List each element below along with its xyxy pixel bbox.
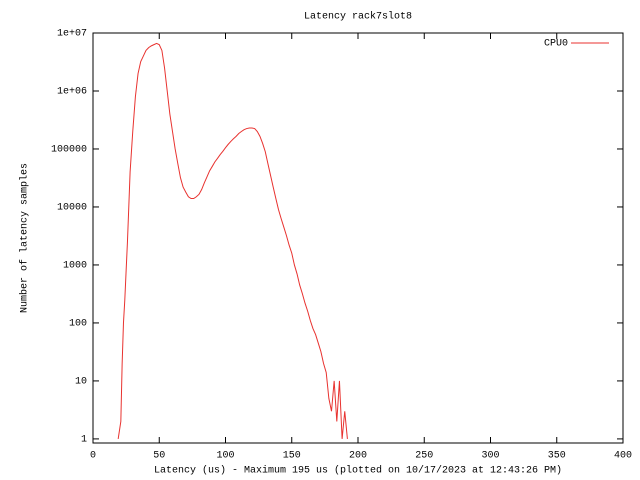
- y-tick-label: 1e+06: [57, 87, 87, 98]
- x-tick-label: 350: [548, 451, 566, 462]
- y-tick-label: 10000: [57, 203, 87, 214]
- y-tick-label: 1e+07: [57, 29, 87, 40]
- y-tick-label: 1000: [63, 261, 87, 272]
- x-tick-label: 150: [283, 451, 301, 462]
- y-tick-label: 100000: [51, 145, 87, 156]
- x-tick-label: 100: [216, 451, 234, 462]
- y-tick-label: 100: [69, 319, 87, 330]
- x-tick-label: 200: [349, 451, 367, 462]
- x-tick-label: 0: [90, 451, 96, 462]
- plot-frame: [92, 32, 624, 444]
- series-line: [117, 42, 348, 439]
- x-axis-label: Latency (us) - Maximum 195 us (plotted o…: [154, 465, 562, 477]
- legend-label: CPU0: [544, 39, 568, 50]
- chart-title: Latency rack7slot8: [304, 11, 412, 23]
- y-tick-label: 10: [75, 377, 87, 388]
- y-tick-label: 1: [81, 435, 87, 446]
- x-tick-label: 50: [153, 451, 165, 462]
- x-tick-label: 300: [481, 451, 499, 462]
- y-axis-label: Number of latency samples: [19, 163, 31, 313]
- x-tick-label: 250: [415, 451, 433, 462]
- x-tick-label: 400: [614, 451, 632, 462]
